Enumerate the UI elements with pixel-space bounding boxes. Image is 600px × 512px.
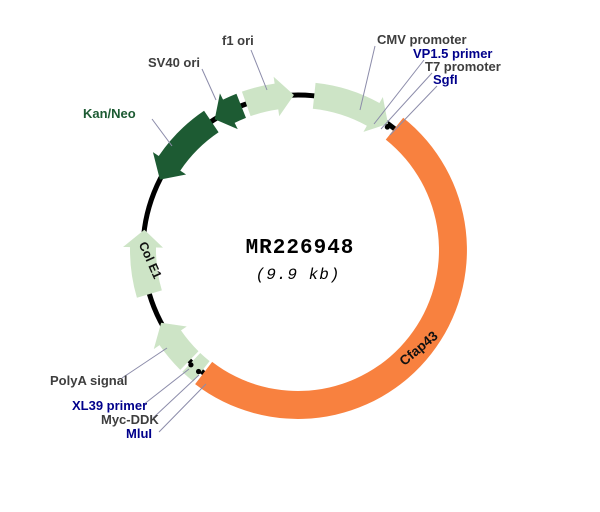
feature-myc-ddk	[182, 353, 210, 382]
leader-line-sgfi	[389, 85, 438, 136]
label-vp15-primer: VP1.5 primer	[413, 46, 493, 61]
label-t7-promoter: T7 promoter	[425, 59, 501, 74]
leader-line-vp15-primer	[373, 59, 425, 125]
leader-line-kan-neo	[151, 118, 173, 147]
label-sv40-ori: SV40 ori	[148, 55, 200, 70]
label-polya-signal: PolyA signal	[50, 373, 128, 388]
feature-cmv-promoter	[312, 82, 389, 132]
label-mlui: MluI	[126, 426, 152, 441]
leader-line-f1-ori	[250, 49, 268, 91]
label-xl39-primer: XL39 primer	[72, 398, 147, 413]
plasmid-size-label: (9.9 kb)	[256, 266, 341, 284]
label-f1-ori: f1 ori	[222, 33, 254, 48]
feature-f1-ori	[241, 76, 294, 117]
feature-cfap43	[195, 117, 467, 419]
feature-kan-neo	[152, 110, 219, 180]
site-dot-2	[188, 362, 194, 368]
leader-line-t7-promoter	[380, 72, 433, 130]
leader-line-mlui	[158, 383, 207, 433]
feature-polya-signal	[153, 322, 199, 370]
leader-line-xl39-primer	[142, 368, 190, 406]
leader-line-myc-ddk	[152, 374, 200, 419]
label-cmv-promoter: CMV promoter	[377, 32, 467, 47]
site-dot-1	[195, 368, 202, 375]
label-myc-ddk: Myc-DDK	[101, 412, 159, 427]
feature-sv40-ori	[214, 93, 246, 130]
leader-line-polya-signal	[121, 347, 168, 379]
label-sgfi: SgfI	[433, 72, 458, 87]
leader-line-sv40-ori	[201, 68, 217, 101]
plasmid-title: MR226948	[246, 237, 355, 260]
feature-col-e1	[123, 229, 164, 298]
label-kan-neo: Kan/Neo	[83, 106, 136, 121]
leader-line-cmv-promoter	[359, 45, 376, 111]
site-dot-0	[384, 124, 390, 130]
